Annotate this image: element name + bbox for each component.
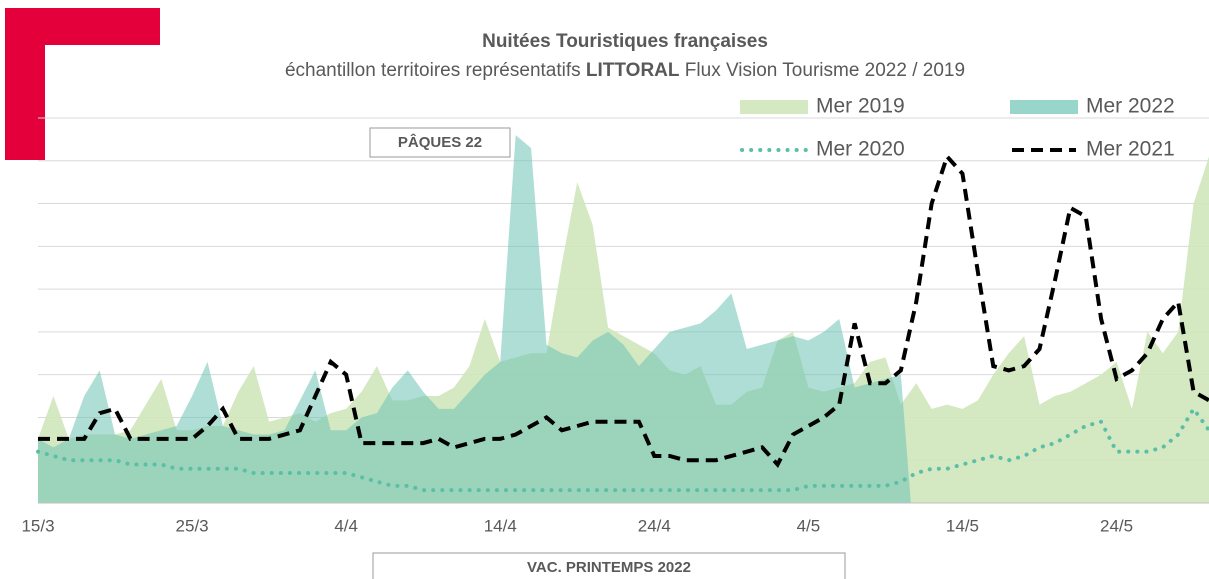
- legend-label: Mer 2019: [816, 95, 905, 118]
- x-tick-label: 24/4: [638, 516, 671, 535]
- annotation-box: [369, 127, 511, 158]
- chart-title: Nuitées Touristiques françaises: [482, 31, 768, 52]
- area: [38, 135, 911, 503]
- x-tick-label: 15/3: [21, 516, 54, 535]
- annotation-bracket: [372, 552, 846, 579]
- x-tick-label: 24/5: [1100, 516, 1133, 535]
- subtitle-part: LITTORAL: [586, 60, 680, 81]
- x-tick-label: 14/5: [946, 516, 979, 535]
- x-tick-label: 4/4: [334, 516, 358, 535]
- plot-area: 15/3 25/3 4/4 14/4 24/4 4/5 14/5 24/5: [21, 117, 1209, 535]
- annotation: VAC. PRINTEMPS 2022: [527, 559, 691, 576]
- legend-label: Mer 2020: [816, 138, 905, 161]
- x-tick-label: 25/3: [176, 516, 209, 535]
- legend-label: Mer 2021: [1086, 138, 1175, 161]
- line: [38, 152, 1209, 468]
- x-tick-label: 4/5: [797, 516, 821, 535]
- legend-swatch: [1010, 100, 1078, 114]
- subtitle-part: échantillon territoires représentatifs: [285, 60, 581, 81]
- subtitle-part: Flux Vision Tourisme 2022 / 2019: [685, 60, 965, 81]
- line: [36, 405, 1209, 493]
- brand-mark: [5, 8, 45, 160]
- x-tick-label: 14/4: [484, 516, 517, 535]
- annotation: PÂQUES 22: [398, 133, 482, 151]
- area: [38, 156, 1209, 503]
- legend-label: Mer 2022: [1086, 95, 1175, 118]
- chart-subtitle: échantillon territoires représentatifs L…: [285, 60, 965, 81]
- legend-swatch: [740, 100, 808, 114]
